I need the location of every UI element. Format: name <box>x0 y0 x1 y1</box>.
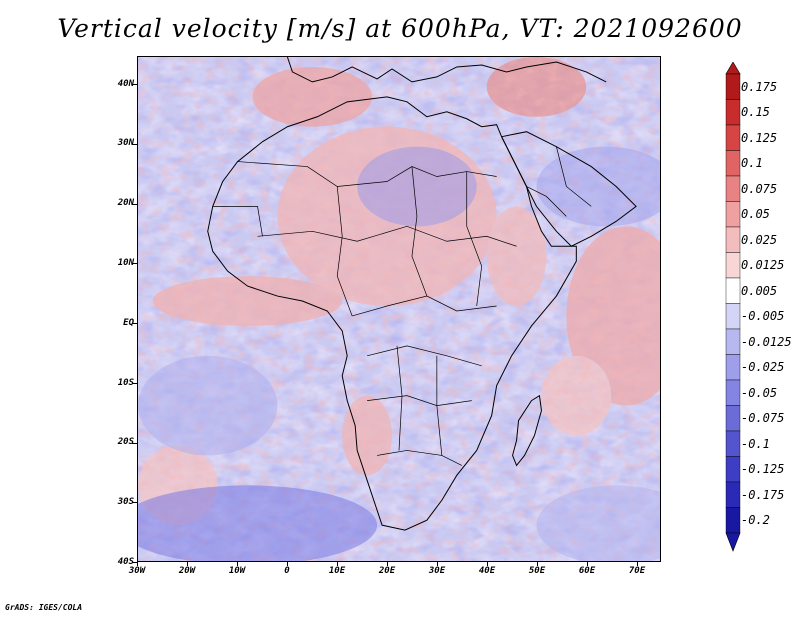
lon-tick <box>387 562 388 566</box>
lat-tick <box>132 84 137 85</box>
colorbar-cell <box>725 252 741 279</box>
colorbar-cell <box>725 226 741 253</box>
colorbar-cell <box>725 99 741 126</box>
colorbar-label: 0.1 <box>741 156 763 170</box>
colorbar-label: 0.075 <box>741 182 778 196</box>
lon-tick <box>537 562 538 566</box>
lon-tick <box>287 562 288 566</box>
colorbar-cap-bottom <box>725 532 741 552</box>
colorbar-cell <box>725 430 741 457</box>
lon-label-50e: 50E <box>528 566 546 576</box>
colorbar-label: -0.125 <box>741 462 785 476</box>
lon-tick <box>187 562 188 566</box>
colorbar-cell <box>725 201 741 228</box>
lat-label-40s: 40S <box>117 557 134 567</box>
colorbar-cap-top <box>725 62 741 75</box>
chart-title: Vertical velocity [m/s] at 600hPa, VT: 2… <box>57 14 743 43</box>
lat-tick <box>132 323 137 324</box>
colorbar-cell <box>725 277 741 304</box>
lon-tick <box>587 562 588 566</box>
madagascar-coastline <box>512 394 542 467</box>
map-canvas <box>138 57 660 561</box>
colorbar-cells <box>725 62 741 552</box>
downdraft-regions <box>138 146 660 561</box>
lat-tick <box>132 263 137 264</box>
colorbar-cell <box>725 150 741 177</box>
colorbar-label: 0.025 <box>741 233 778 247</box>
lat-tick <box>132 383 137 384</box>
colorbar-cell <box>725 124 741 151</box>
lat-label-30s: 30S <box>117 497 134 507</box>
lat-label-40n: 40N <box>117 79 134 89</box>
colorbar-label: 0.005 <box>741 284 778 298</box>
colorbar-cell <box>725 73 741 100</box>
colorbar-label: -0.075 <box>741 411 785 425</box>
lat-tick <box>132 502 137 503</box>
colorbar-cell <box>725 354 741 381</box>
colorbar-cell <box>725 379 741 406</box>
colorbar-label: 0.0125 <box>741 258 785 272</box>
colorbar-cell <box>725 405 741 432</box>
lat-label-20s: 20S <box>117 437 134 447</box>
colorbar-cell <box>725 175 741 202</box>
lon-tick <box>137 562 138 566</box>
grads-credit: GrADS: IGES/COLA <box>5 603 83 612</box>
country-borders <box>212 146 592 466</box>
lat-tick <box>132 204 137 205</box>
lat-label-10s: 10S <box>117 378 134 388</box>
colorbar-label: 0.05 <box>741 207 770 221</box>
lon-label-70e: 70E <box>628 566 646 576</box>
lat-label-eq: EQ <box>123 318 134 328</box>
lon-label-40e: 40E <box>478 566 496 576</box>
colorbar-cell <box>725 328 741 355</box>
europe-coastline <box>286 57 607 83</box>
lon-label-0: 0 <box>284 566 290 576</box>
colorbar-cell <box>725 303 741 330</box>
lon-label-10w: 10W <box>228 566 246 576</box>
colorbar-label: -0.175 <box>741 488 785 502</box>
lon-label-60e: 60E <box>578 566 596 576</box>
lat-label-30n: 30N <box>117 138 134 148</box>
lon-label-10e: 10E <box>328 566 346 576</box>
lat-tick <box>132 144 137 145</box>
colorbar-label: -0.0125 <box>741 335 792 349</box>
lon-tick <box>237 562 238 566</box>
colorbar-cell <box>725 507 741 534</box>
colorbar-label: -0.025 <box>741 360 785 374</box>
lon-tick <box>337 562 338 566</box>
colorbar-cell <box>725 481 741 508</box>
lat-label-20n: 20N <box>117 198 134 208</box>
lon-label-20w: 20W <box>178 566 196 576</box>
colorbar-label: -0.1 <box>741 437 770 451</box>
colorbar-label: 0.15 <box>741 105 770 119</box>
lon-label-30w: 30W <box>128 566 146 576</box>
africa-coastline <box>207 96 577 531</box>
vertical-velocity-map <box>137 56 661 562</box>
lon-tick <box>437 562 438 566</box>
colorbar-label: -0.2 <box>741 513 770 527</box>
colorbar <box>725 62 741 552</box>
colorbar-label: 0.175 <box>741 80 778 94</box>
lon-label-30e: 30E <box>428 566 446 576</box>
lon-tick <box>487 562 488 566</box>
colorbar-label: 0.125 <box>741 131 778 145</box>
lat-tick <box>132 443 137 444</box>
colorbar-label: -0.005 <box>741 309 785 323</box>
lon-label-20e: 20E <box>378 566 396 576</box>
colorbar-cell <box>725 456 741 483</box>
colorbar-label: -0.05 <box>741 386 778 400</box>
lon-tick <box>637 562 638 566</box>
lat-label-10n: 10N <box>117 258 134 268</box>
map-texture-red <box>138 57 660 561</box>
lat-tick <box>132 562 137 563</box>
